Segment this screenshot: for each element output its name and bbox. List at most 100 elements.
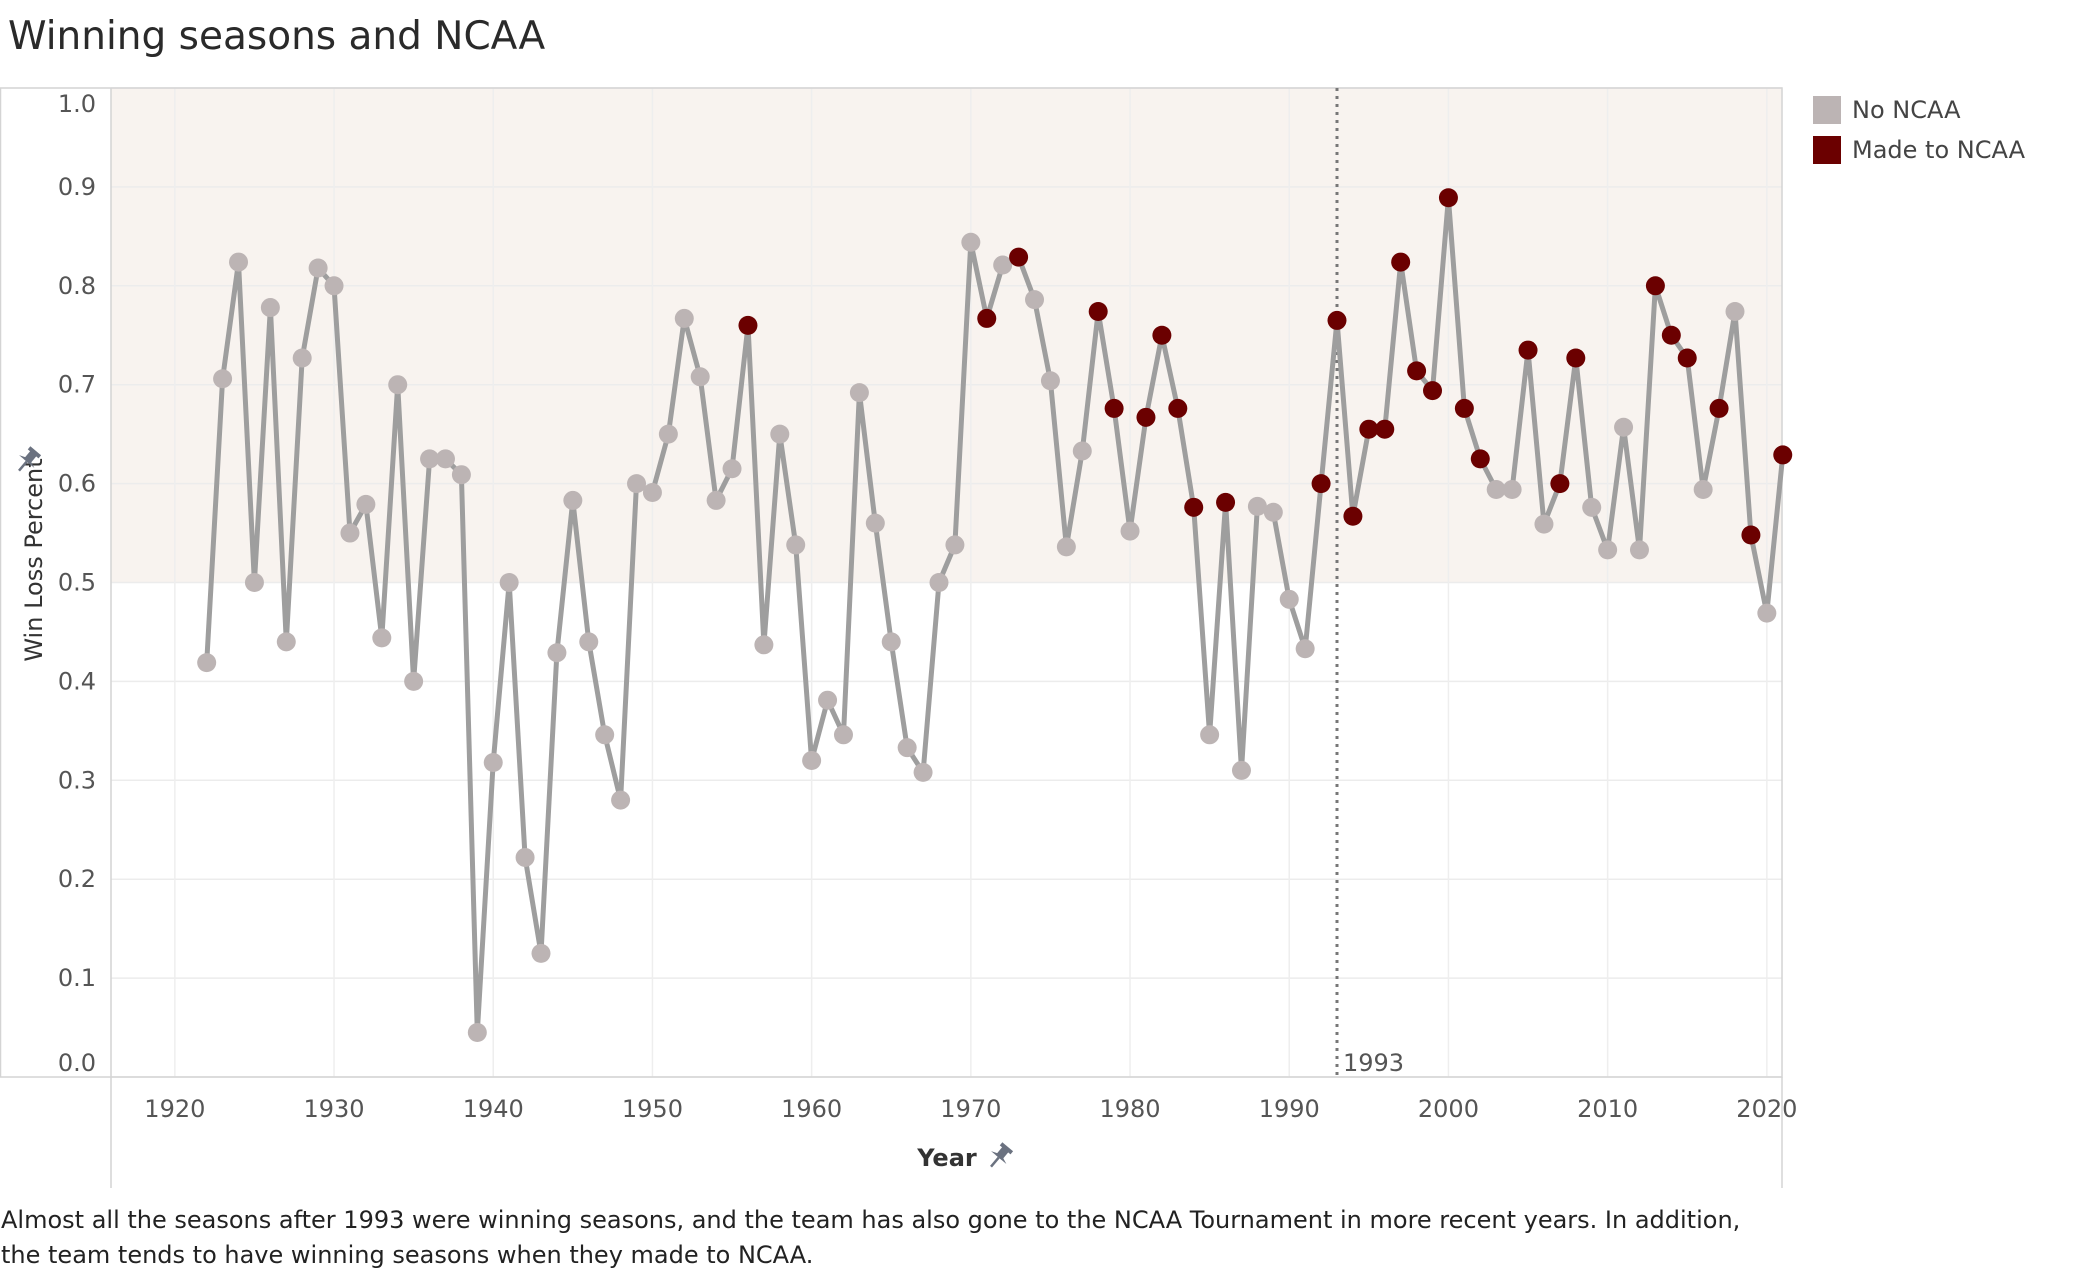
data-point-no-ncaa[interactable] bbox=[913, 762, 933, 782]
data-point-no-ncaa[interactable] bbox=[420, 449, 440, 469]
data-point-no-ncaa[interactable] bbox=[658, 424, 678, 444]
data-point-no-ncaa[interactable] bbox=[1486, 480, 1506, 500]
data-point-no-ncaa[interactable] bbox=[324, 276, 344, 296]
data-point-no-ncaa[interactable] bbox=[435, 449, 455, 469]
data-point-made-ncaa[interactable] bbox=[1136, 407, 1156, 427]
x-axis-pin-icon[interactable] bbox=[983, 1140, 1015, 1173]
data-point-no-ncaa[interactable] bbox=[308, 258, 328, 278]
data-point-no-ncaa[interactable] bbox=[372, 628, 392, 648]
data-point-no-ncaa[interactable] bbox=[1056, 537, 1076, 557]
data-point-made-ncaa[interactable] bbox=[1566, 348, 1586, 368]
data-point-made-ncaa[interactable] bbox=[1311, 474, 1331, 494]
data-point-no-ncaa[interactable] bbox=[993, 255, 1013, 275]
data-point-no-ncaa[interactable] bbox=[881, 632, 901, 652]
data-point-no-ncaa[interactable] bbox=[849, 383, 869, 403]
data-point-no-ncaa[interactable] bbox=[754, 635, 774, 655]
data-point-no-ncaa[interactable] bbox=[229, 252, 249, 272]
data-point-no-ncaa[interactable] bbox=[499, 573, 519, 592]
data-point-no-ncaa[interactable] bbox=[531, 943, 551, 963]
data-point-no-ncaa[interactable] bbox=[388, 375, 408, 395]
data-point-no-ncaa[interactable] bbox=[833, 725, 853, 745]
data-point-no-ncaa[interactable] bbox=[467, 1022, 487, 1042]
data-point-no-ncaa[interactable] bbox=[1231, 760, 1251, 780]
data-point-no-ncaa[interactable] bbox=[483, 752, 503, 772]
data-point-no-ncaa[interactable] bbox=[1629, 540, 1649, 560]
data-point-made-ncaa[interactable] bbox=[977, 308, 997, 328]
data-point-made-ncaa[interactable] bbox=[738, 315, 758, 335]
data-point-made-ncaa[interactable] bbox=[1152, 325, 1172, 345]
data-point-no-ncaa[interactable] bbox=[642, 483, 662, 503]
data-point-made-ncaa[interactable] bbox=[1343, 506, 1363, 526]
data-point-made-ncaa[interactable] bbox=[1375, 419, 1395, 439]
data-point-no-ncaa[interactable] bbox=[260, 298, 280, 318]
data-point-no-ncaa[interactable] bbox=[770, 424, 790, 444]
data-point-no-ncaa[interactable] bbox=[1534, 514, 1554, 534]
data-point-no-ncaa[interactable] bbox=[1725, 302, 1745, 322]
data-point-no-ncaa[interactable] bbox=[1582, 497, 1602, 517]
data-point-no-ncaa[interactable] bbox=[961, 232, 981, 252]
data-point-no-ncaa[interactable] bbox=[1502, 480, 1522, 500]
data-point-made-ncaa[interactable] bbox=[1661, 325, 1681, 345]
data-point-made-ncaa[interactable] bbox=[1741, 525, 1761, 545]
data-point-made-ncaa[interactable] bbox=[1168, 398, 1188, 418]
data-point-no-ncaa[interactable] bbox=[627, 474, 647, 494]
data-point-made-ncaa[interactable] bbox=[1327, 310, 1347, 330]
data-point-no-ncaa[interactable] bbox=[1247, 496, 1267, 516]
data-point-made-ncaa[interactable] bbox=[1677, 348, 1697, 368]
data-point-no-ncaa[interactable] bbox=[1693, 480, 1713, 500]
data-point-no-ncaa[interactable] bbox=[292, 348, 312, 368]
data-point-no-ncaa[interactable] bbox=[611, 790, 631, 810]
data-point-made-ncaa[interactable] bbox=[1645, 276, 1665, 296]
data-point-no-ncaa[interactable] bbox=[1263, 502, 1283, 522]
data-point-no-ncaa[interactable] bbox=[340, 523, 360, 543]
data-point-no-ncaa[interactable] bbox=[1200, 725, 1220, 745]
data-point-no-ncaa[interactable] bbox=[929, 573, 949, 592]
data-point-no-ncaa[interactable] bbox=[802, 751, 822, 771]
data-point-no-ncaa[interactable] bbox=[818, 690, 838, 710]
data-point-made-ncaa[interactable] bbox=[1391, 252, 1411, 272]
data-point-made-ncaa[interactable] bbox=[1184, 497, 1204, 517]
data-point-made-ncaa[interactable] bbox=[1423, 381, 1443, 401]
data-point-made-ncaa[interactable] bbox=[1454, 398, 1474, 418]
data-point-no-ncaa[interactable] bbox=[451, 465, 471, 485]
data-point-no-ncaa[interactable] bbox=[244, 573, 264, 592]
data-point-no-ncaa[interactable] bbox=[674, 308, 694, 328]
data-point-no-ncaa[interactable] bbox=[579, 632, 599, 652]
data-point-no-ncaa[interactable] bbox=[356, 494, 376, 514]
data-point-made-ncaa[interactable] bbox=[1470, 449, 1490, 469]
data-point-made-ncaa[interactable] bbox=[1104, 398, 1124, 418]
data-point-no-ncaa[interactable] bbox=[722, 459, 742, 479]
data-point-no-ncaa[interactable] bbox=[1295, 639, 1315, 659]
data-point-no-ncaa[interactable] bbox=[945, 535, 965, 555]
data-point-no-ncaa[interactable] bbox=[1120, 521, 1140, 541]
legend-item-no-ncaa[interactable]: No NCAA bbox=[1813, 90, 2025, 130]
data-point-no-ncaa[interactable] bbox=[563, 490, 583, 510]
data-point-no-ncaa[interactable] bbox=[213, 369, 233, 389]
data-point-no-ncaa[interactable] bbox=[865, 513, 885, 533]
data-point-no-ncaa[interactable] bbox=[404, 671, 424, 691]
data-point-no-ncaa[interactable] bbox=[706, 490, 726, 510]
data-point-made-ncaa[interactable] bbox=[1359, 419, 1379, 439]
data-point-no-ncaa[interactable] bbox=[897, 738, 917, 758]
data-point-made-ncaa[interactable] bbox=[1709, 398, 1729, 418]
data-point-made-ncaa[interactable] bbox=[1773, 445, 1793, 465]
data-point-made-ncaa[interactable] bbox=[1438, 188, 1458, 208]
data-point-made-ncaa[interactable] bbox=[1407, 361, 1427, 381]
data-point-no-ncaa[interactable] bbox=[1614, 417, 1634, 437]
data-point-no-ncaa[interactable] bbox=[1040, 371, 1060, 391]
data-point-no-ncaa[interactable] bbox=[690, 367, 710, 387]
data-point-no-ncaa[interactable] bbox=[1279, 589, 1299, 609]
data-point-no-ncaa[interactable] bbox=[1757, 603, 1777, 623]
data-point-made-ncaa[interactable] bbox=[1550, 474, 1570, 494]
data-point-made-ncaa[interactable] bbox=[1088, 302, 1108, 322]
data-point-made-ncaa[interactable] bbox=[1009, 247, 1029, 267]
data-point-no-ncaa[interactable] bbox=[1072, 441, 1092, 461]
data-point-no-ncaa[interactable] bbox=[1598, 540, 1618, 560]
data-point-no-ncaa[interactable] bbox=[197, 653, 217, 673]
data-point-no-ncaa[interactable] bbox=[276, 632, 296, 652]
data-point-no-ncaa[interactable] bbox=[595, 725, 615, 745]
data-point-made-ncaa[interactable] bbox=[1518, 340, 1538, 360]
legend-item-made-to-ncaa[interactable]: Made to NCAA bbox=[1813, 130, 2025, 170]
data-point-no-ncaa[interactable] bbox=[1025, 290, 1045, 310]
data-point-no-ncaa[interactable] bbox=[515, 847, 535, 867]
